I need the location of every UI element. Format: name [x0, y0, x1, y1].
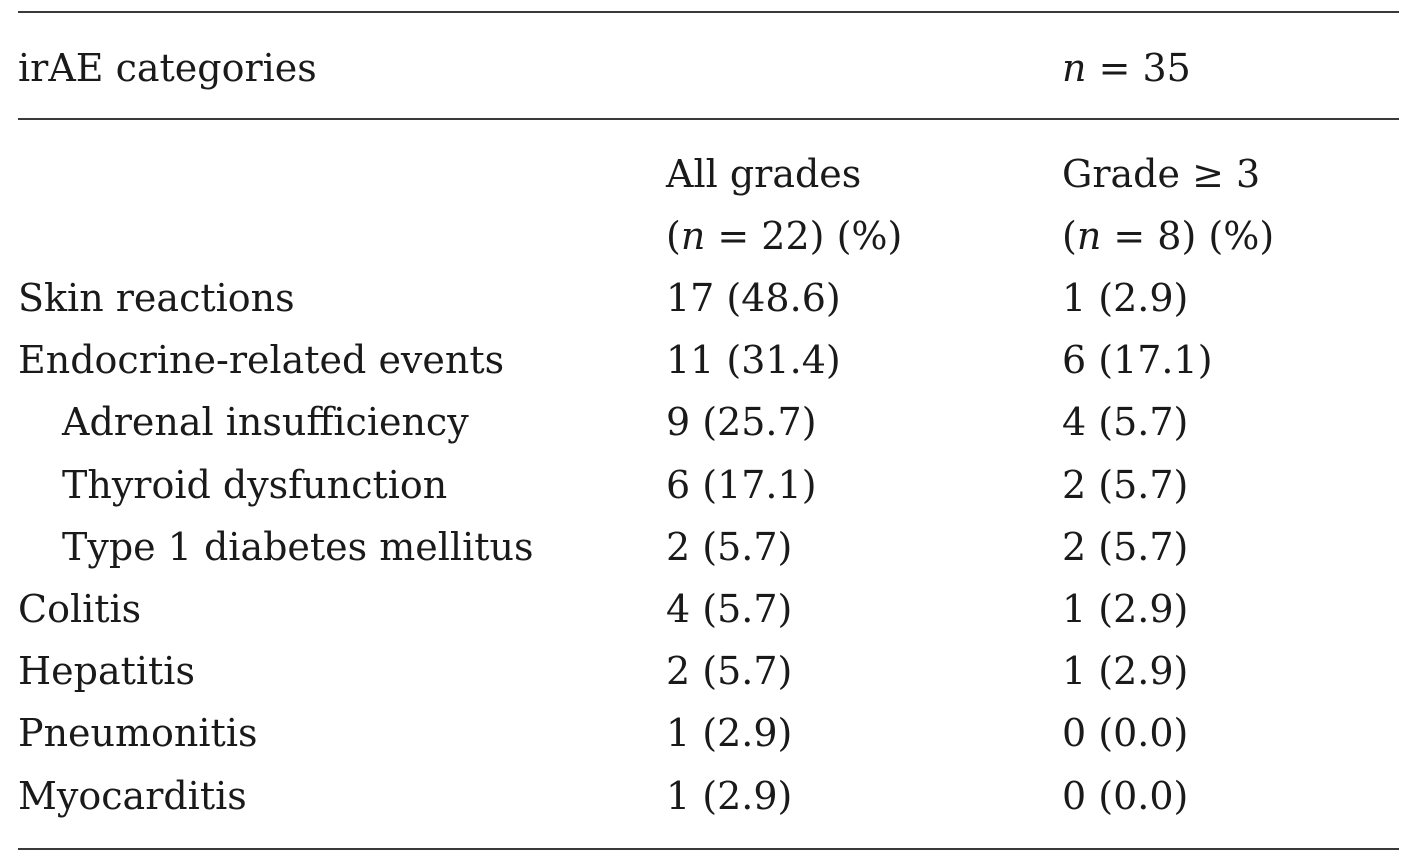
row-all-grades-value: 1 (2.9) [666, 711, 793, 755]
row-grade-3-value: 2 (5.7) [1062, 463, 1189, 507]
bottom-rule [18, 848, 1399, 850]
row-all-grades-value: 2 (5.7) [666, 525, 793, 569]
subheader-all-grades: All grades [666, 152, 862, 196]
row-label: Skin reactions [18, 276, 295, 320]
header-category-label: irAE categories [18, 46, 317, 90]
row-grade-3-value: 0 (0.0) [1062, 711, 1189, 755]
row-grade-3-value: 0 (0.0) [1062, 774, 1189, 818]
row-grade-3-value: 6 (17.1) [1062, 338, 1213, 382]
row-grade-3-value: 1 (2.9) [1062, 276, 1189, 320]
row-label: Myocarditis [18, 774, 247, 818]
row-all-grades-value: 17 (48.6) [666, 276, 841, 320]
subheader-grade-3: Grade ≥ 3 [1062, 152, 1261, 196]
row-label: Adrenal insufficiency [62, 400, 469, 444]
row-all-grades-value: 4 (5.7) [666, 587, 793, 631]
row-label: Colitis [18, 587, 142, 631]
row-grade-3-value: 4 (5.7) [1062, 400, 1189, 444]
row-label: Hepatitis [18, 649, 195, 693]
row-grade-3-value: 1 (2.9) [1062, 649, 1189, 693]
row-label: Pneumonitis [18, 711, 258, 755]
top-rule [18, 11, 1399, 13]
row-grade-3-value: 2 (5.7) [1062, 525, 1189, 569]
row-all-grades-value: 6 (17.1) [666, 463, 817, 507]
row-label: Thyroid dysfunction [62, 463, 448, 507]
row-all-grades-value: 2 (5.7) [666, 649, 793, 693]
header-total-n: n = 35 [1062, 46, 1191, 90]
row-all-grades-value: 9 (25.7) [666, 400, 817, 444]
row-all-grades-value: 11 (31.4) [666, 338, 841, 382]
n-symbol: n [1062, 46, 1087, 90]
n-value: = 35 [1086, 46, 1191, 90]
header-rule [18, 118, 1399, 120]
subheader-grade-3-n: (n = 8) (%) [1062, 214, 1275, 258]
row-label: Endocrine-related events [18, 338, 505, 382]
row-all-grades-value: 1 (2.9) [666, 774, 793, 818]
subheader-all-grades-n: (n = 22) (%) [666, 214, 903, 258]
row-label: Type 1 diabetes mellitus [62, 525, 534, 569]
row-grade-3-value: 1 (2.9) [1062, 587, 1189, 631]
